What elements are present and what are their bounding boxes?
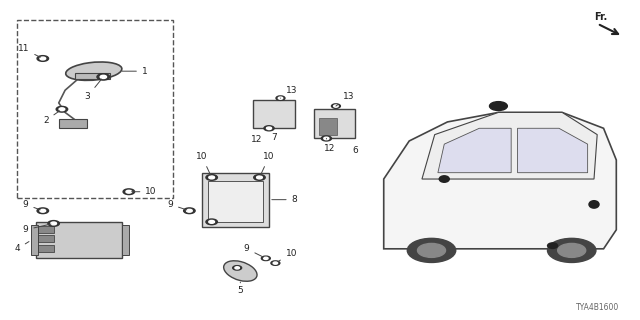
Circle shape: [271, 261, 280, 265]
FancyBboxPatch shape: [75, 73, 109, 79]
Circle shape: [206, 175, 218, 180]
Circle shape: [266, 127, 271, 130]
Circle shape: [407, 238, 456, 262]
Circle shape: [48, 220, 60, 226]
FancyBboxPatch shape: [36, 222, 122, 258]
Circle shape: [235, 267, 239, 269]
Circle shape: [206, 219, 218, 225]
Circle shape: [184, 208, 195, 214]
Circle shape: [233, 266, 242, 270]
Circle shape: [278, 97, 283, 99]
Text: 9: 9: [244, 244, 263, 257]
Text: 8: 8: [272, 195, 298, 204]
Circle shape: [276, 96, 285, 100]
Text: 2: 2: [43, 111, 60, 125]
Text: 10: 10: [196, 152, 211, 175]
Circle shape: [261, 256, 270, 260]
Text: 7: 7: [271, 133, 277, 142]
Ellipse shape: [588, 200, 600, 209]
FancyBboxPatch shape: [314, 109, 355, 138]
Ellipse shape: [547, 242, 558, 249]
Text: 1: 1: [122, 67, 148, 76]
Circle shape: [186, 209, 192, 212]
FancyBboxPatch shape: [38, 245, 54, 252]
Text: 10: 10: [132, 187, 157, 196]
Circle shape: [123, 189, 134, 195]
Text: 9: 9: [168, 200, 187, 210]
Ellipse shape: [438, 175, 450, 183]
Circle shape: [209, 220, 214, 223]
FancyBboxPatch shape: [319, 118, 337, 135]
Text: Fr.: Fr.: [594, 12, 607, 22]
Circle shape: [257, 176, 262, 179]
Circle shape: [557, 244, 586, 257]
Circle shape: [264, 126, 274, 131]
FancyBboxPatch shape: [253, 100, 294, 128]
Text: 10: 10: [278, 249, 297, 262]
FancyBboxPatch shape: [59, 119, 88, 128]
Circle shape: [253, 175, 265, 180]
Circle shape: [100, 75, 106, 78]
Text: 12: 12: [251, 130, 267, 144]
FancyBboxPatch shape: [209, 180, 262, 222]
Circle shape: [37, 56, 49, 61]
Text: 11: 11: [18, 44, 40, 57]
Text: 10: 10: [260, 152, 275, 175]
Circle shape: [333, 105, 338, 107]
Circle shape: [126, 190, 132, 193]
FancyBboxPatch shape: [122, 225, 129, 255]
Circle shape: [56, 106, 68, 112]
Polygon shape: [438, 128, 511, 173]
Circle shape: [324, 137, 329, 140]
Circle shape: [547, 238, 596, 262]
FancyBboxPatch shape: [38, 236, 54, 243]
Polygon shape: [518, 128, 588, 173]
Polygon shape: [422, 112, 597, 179]
Circle shape: [40, 209, 45, 212]
Circle shape: [209, 176, 214, 179]
Circle shape: [97, 74, 109, 80]
Text: 9: 9: [23, 200, 40, 210]
Circle shape: [417, 244, 445, 257]
Circle shape: [264, 257, 268, 260]
FancyBboxPatch shape: [38, 226, 54, 233]
Text: TYA4B1600: TYA4B1600: [576, 303, 620, 312]
Ellipse shape: [66, 62, 122, 80]
Text: 13: 13: [336, 92, 355, 106]
Circle shape: [59, 108, 65, 111]
Circle shape: [51, 222, 56, 225]
FancyBboxPatch shape: [31, 225, 38, 255]
Text: 12: 12: [324, 139, 335, 153]
Circle shape: [321, 136, 332, 141]
Circle shape: [490, 102, 508, 110]
Ellipse shape: [223, 261, 257, 281]
Text: 13: 13: [280, 86, 297, 98]
Circle shape: [37, 208, 49, 214]
Circle shape: [273, 262, 278, 264]
Text: 3: 3: [84, 79, 102, 101]
FancyBboxPatch shape: [202, 173, 269, 227]
Polygon shape: [384, 112, 616, 249]
Text: 6: 6: [352, 146, 358, 155]
Circle shape: [40, 57, 45, 60]
Text: 4: 4: [15, 242, 29, 253]
Text: 5: 5: [237, 282, 243, 295]
Text: 9: 9: [23, 224, 51, 234]
Circle shape: [332, 104, 340, 108]
